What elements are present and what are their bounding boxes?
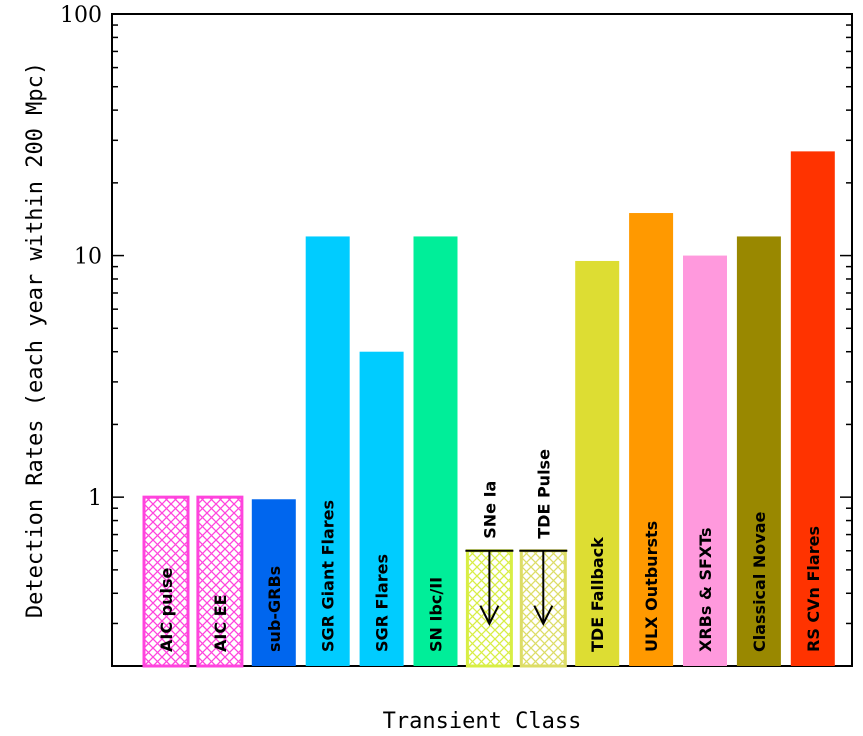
y-tick-label: 10: [74, 245, 102, 270]
bar-label: RS CVn Flares: [804, 526, 823, 652]
x-axis-title: Transient Class: [383, 709, 582, 734]
bar-label: SNe Ia: [480, 481, 499, 539]
bar-ulx-outbursts: [629, 213, 674, 666]
bar-label: TDE Fallback: [588, 537, 607, 652]
bar-classical-novae: [736, 236, 781, 666]
bar-label: AIC pulse: [157, 568, 176, 653]
bar-label: XRBs & SFXTs: [696, 527, 715, 652]
axis-ticks: [112, 13, 852, 667]
bar-label: sub-GRBs: [265, 566, 284, 652]
bar-label: TDE Pulse: [534, 449, 553, 539]
bar-label: SGR Flares: [373, 554, 392, 652]
upper-limit-arrow: [465, 549, 514, 626]
bar-label: Classical Novae: [750, 512, 769, 653]
bar-label: ULX Outbursts: [642, 521, 661, 652]
bar-sn-ibc-ii: [413, 236, 458, 666]
upper-limit-arrow: [519, 549, 568, 626]
bar-aic-pulse: [142, 495, 190, 668]
bar-aic-ee: [196, 495, 244, 668]
y-tick-label: 100: [60, 3, 102, 28]
bar-label: SN Ibc/II: [427, 577, 446, 652]
bar-label: SGR Giant Flares: [319, 500, 338, 652]
bar-sgr-flares: [359, 351, 404, 666]
bars: [142, 151, 835, 668]
bar-rs-cvn-flares: [790, 151, 835, 666]
bar-sgr-giant-flares: [305, 236, 350, 666]
y-tick-label: 1: [88, 486, 102, 511]
bar-labels: AIC pulse AIC EE sub-GRBs SGR Giant Flares S…: [157, 449, 823, 652]
y-tick-labels: 1 10 100: [60, 3, 102, 511]
bar-label: AIC EE: [211, 594, 230, 652]
y-axis-title: Detection Rates (each year within 200 Mp…: [23, 62, 48, 618]
bar-xrbs-sfxts: [683, 255, 727, 666]
bar-sub-grbs: [251, 499, 296, 666]
bar-tde-fallback: [575, 260, 620, 666]
